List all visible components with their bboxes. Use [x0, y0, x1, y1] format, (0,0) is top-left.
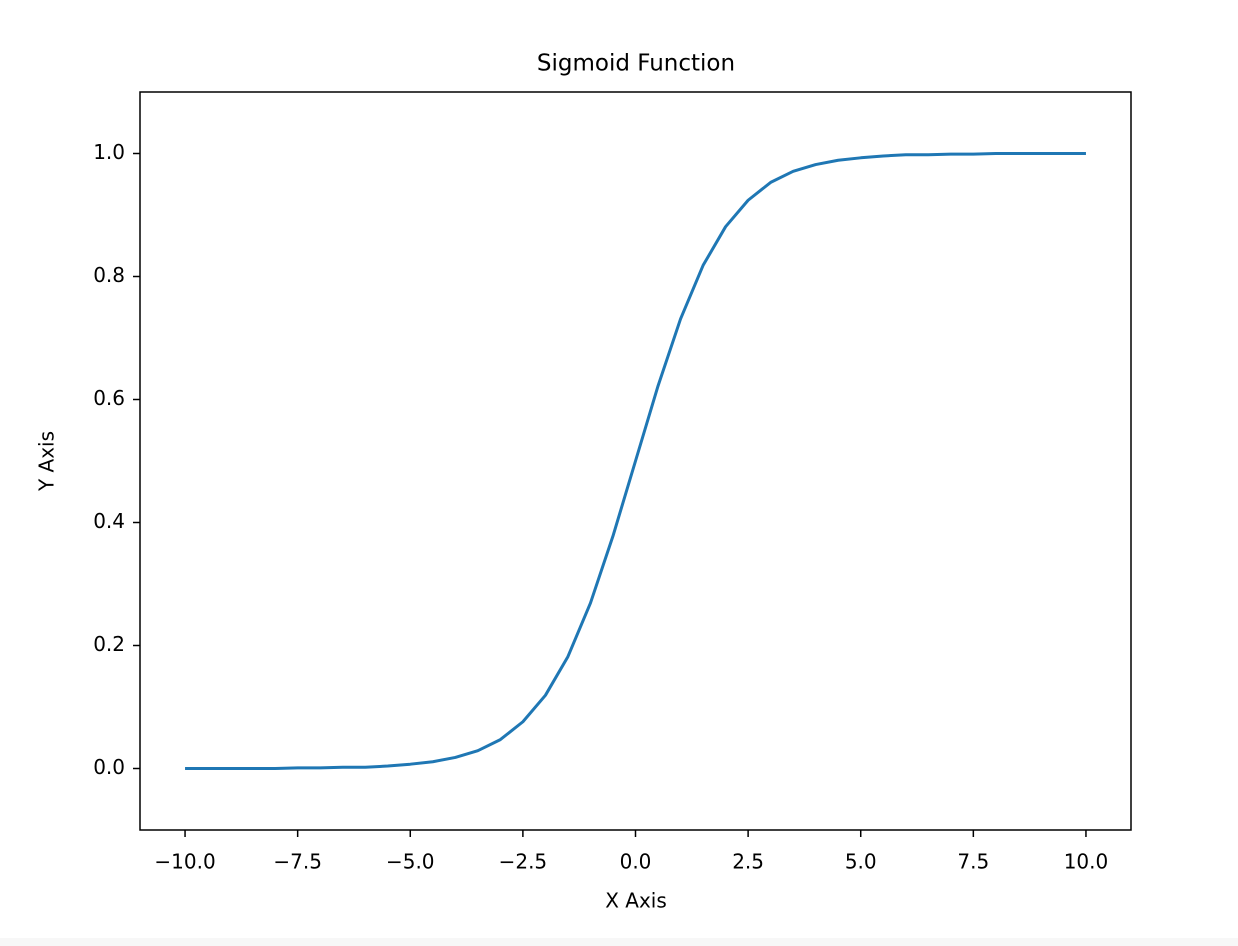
y-tick-label: 0.6	[93, 386, 125, 410]
x-tick-label: 2.5	[732, 850, 764, 874]
bottom-strip	[0, 938, 1238, 946]
y-tick-label: 1.0	[93, 140, 125, 164]
x-tick-label: 0.0	[620, 850, 652, 874]
line-series	[185, 152, 1086, 770]
x-tick-label: 7.5	[957, 850, 989, 874]
x-tick-label: −5.0	[386, 850, 435, 874]
x-tick-label: −2.5	[499, 850, 548, 874]
x-tick-label: −7.5	[273, 850, 322, 874]
x-tick-label: 5.0	[845, 850, 877, 874]
chart-title: Sigmoid Function	[537, 51, 735, 77]
y-tick-label: 0.8	[93, 263, 125, 287]
x-axis-label: X Axis	[605, 889, 667, 913]
y-tick-label: 0.4	[93, 509, 125, 533]
y-axis-label: Y Axis	[35, 431, 59, 492]
y-tick-label: 0.0	[93, 755, 125, 779]
x-tick-label: −10.0	[154, 850, 215, 874]
x-tick-label: 10.0	[1064, 850, 1109, 874]
y-tick-label: 0.2	[93, 632, 125, 656]
